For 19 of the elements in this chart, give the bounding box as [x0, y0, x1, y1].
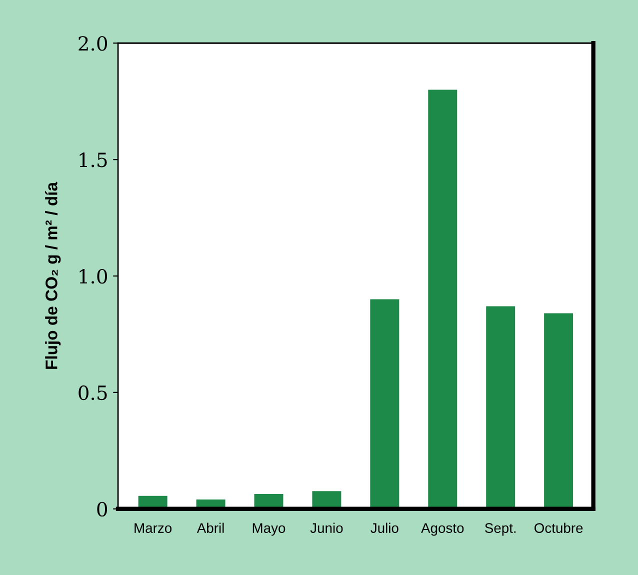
bar [312, 491, 342, 509]
x-tick-label: Abril [196, 522, 224, 533]
x-tick-label: Sept. [485, 523, 516, 536]
y-axis-title: Flujo de CO₂ g / m² / día [44, 182, 61, 369]
y-tick-label: 2.0 [78, 36, 108, 51]
x-tick-label: Junio [310, 522, 343, 533]
bar [428, 90, 458, 509]
x-tick-label: Mayo [252, 523, 286, 536]
bar [544, 313, 574, 509]
x-tick-label: Octubre [534, 522, 583, 533]
x-tick-label: Julio [370, 522, 398, 533]
y-tick-label: 1.5 [80, 152, 107, 168]
bar [486, 306, 516, 509]
y-tick-label: 0.5 [78, 385, 107, 400]
x-tick-label: Agosto [421, 523, 464, 536]
y-tick-label: 0 [97, 502, 108, 517]
y-tick-label: 1.0 [80, 268, 108, 284]
bar [370, 299, 400, 509]
x-tick-label: Marzo [134, 523, 172, 533]
